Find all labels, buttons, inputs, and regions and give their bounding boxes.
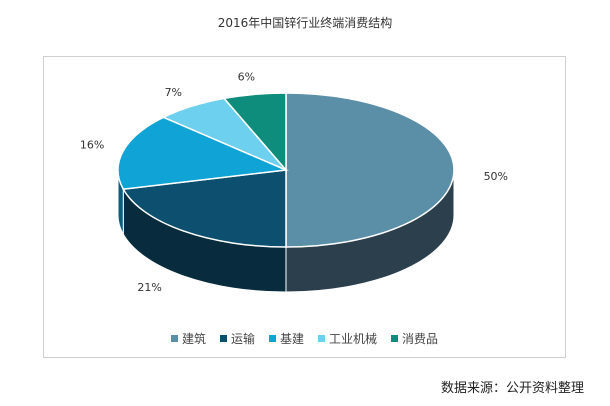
pie-tops	[117, 92, 455, 248]
data-label-4: 7%	[165, 86, 182, 99]
legend-label-3: 基建	[279, 332, 304, 346]
legend-item-2: 运输	[219, 330, 255, 347]
legend-swatch-4	[318, 335, 325, 342]
pie-slice-1	[285, 92, 455, 248]
pie-slice-2	[122, 169, 287, 248]
pie-sides	[117, 169, 455, 293]
legend: 建筑 运输 基建 工业机械 消费品	[43, 330, 566, 347]
legend-label-5: 消费品	[402, 332, 439, 346]
legend-item-1: 建筑	[170, 330, 206, 347]
data-label-2: 21%	[137, 281, 161, 294]
legend-item-5: 消费品	[391, 330, 438, 347]
source-note: 数据来源：公开资料整理	[440, 381, 584, 396]
legend-swatch-5	[391, 335, 399, 342]
legend-item-4: 工业机械	[318, 330, 377, 347]
data-label-3: 16%	[80, 138, 104, 151]
chart-title: 2016年中国锌行业终端消费结构	[217, 16, 393, 30]
legend-label-4: 工业机械	[329, 332, 378, 346]
data-label-1: 50%	[484, 170, 508, 183]
plot-frame	[43, 56, 566, 358]
data-label-5: 6%	[238, 71, 255, 84]
legend-swatch-2	[219, 335, 227, 342]
legend-item-3: 基建	[268, 330, 304, 347]
legend-swatch-3	[268, 335, 276, 342]
legend-label-1: 建筑	[181, 332, 206, 346]
legend-label-2: 运输	[230, 332, 255, 346]
pie-labels: 50% 21% 16% 7% 6%	[80, 71, 508, 294]
legend-swatch-1	[170, 335, 178, 342]
pie-slice-3	[117, 116, 289, 190]
pie-slice-5	[222, 92, 287, 173]
